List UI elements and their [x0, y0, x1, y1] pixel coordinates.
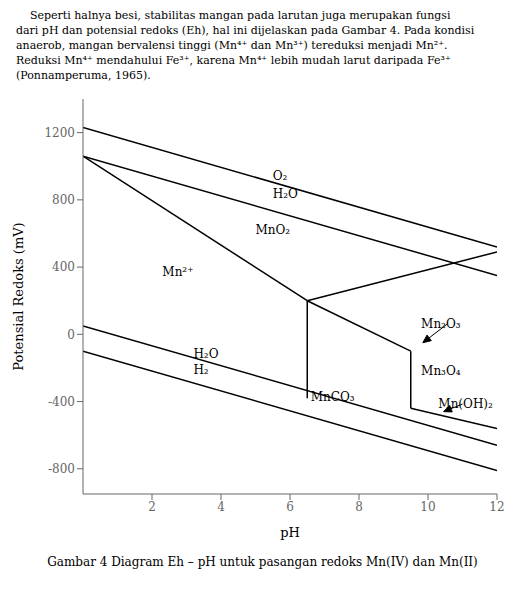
svg-text:10: 10	[420, 500, 435, 514]
html-text:Reduksi Mn⁴⁺ mendahului Fe³⁺,: Reduksi Mn⁴⁺ mendahului Fe³⁺, karena Mn⁴…	[16, 54, 451, 67]
svg-text:-800: -800	[48, 462, 75, 476]
svg-text:12: 12	[489, 500, 504, 514]
svg-text:1200: 1200	[44, 126, 75, 140]
svg-text:pH: pH	[280, 525, 300, 540]
svg-text:4: 4	[217, 500, 225, 514]
svg-text:2: 2	[148, 500, 156, 514]
svg-text:H₂: H₂	[193, 363, 208, 377]
svg-text:Mn₃O₄: Mn₃O₄	[421, 364, 461, 378]
svg-text:MnCO₃: MnCO₃	[311, 390, 355, 404]
html-text:dari pH dan potensial redoks (: dari pH dan potensial redoks (Eh), hal i…	[16, 24, 475, 37]
svg-text:H₂O: H₂O	[193, 347, 218, 361]
html-text:Gambar 4 Diagram Eh – pH untuk: Gambar 4 Diagram Eh – pH untuk pasangan …	[47, 555, 478, 569]
svg-text:8: 8	[355, 500, 363, 514]
html-text:Seperti halnya besi, stabilita: Seperti halnya besi, stabilitas mangan p…	[16, 9, 451, 22]
svg-text:400: 400	[52, 260, 75, 274]
svg-text:6: 6	[286, 500, 294, 514]
svg-text:H₂O: H₂O	[273, 187, 298, 201]
svg-text:MnO₂: MnO₂	[256, 223, 291, 237]
svg-text:Mn(OH)₂: Mn(OH)₂	[438, 397, 493, 411]
svg-text:Mn₂O₃: Mn₂O₃	[421, 317, 461, 331]
svg-text:800: 800	[52, 193, 75, 207]
html-text:anaerob, mangan bervalensi tin: anaerob, mangan bervalensi tinggi (Mn⁴⁺ …	[16, 39, 448, 52]
svg-text:Potensial Redoks (mV): Potensial Redoks (mV)	[11, 222, 26, 370]
svg-text:-400: -400	[48, 395, 75, 409]
svg-text:Mn²⁺: Mn²⁺	[162, 265, 193, 279]
html-text:(Ponnamperuma, 1965).: (Ponnamperuma, 1965).	[16, 69, 151, 82]
svg-text:O₂: O₂	[273, 169, 288, 183]
svg-text:0: 0	[67, 328, 75, 342]
